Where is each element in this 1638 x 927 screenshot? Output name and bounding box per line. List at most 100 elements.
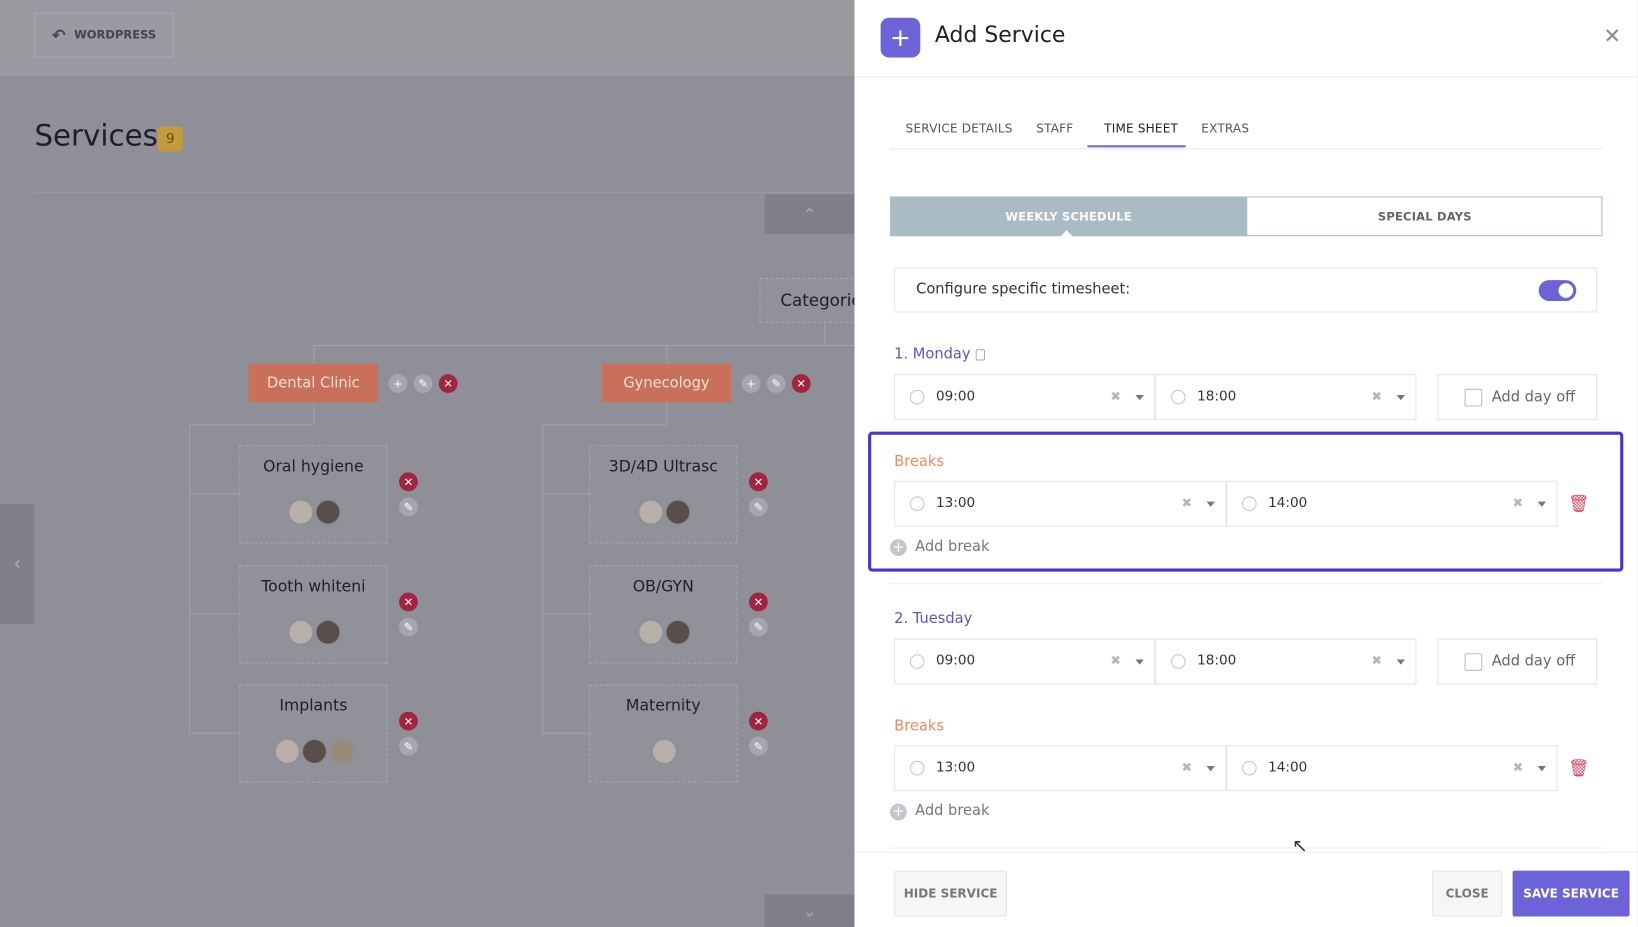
node-action[interactable]: ✎ — [413, 374, 433, 393]
node-action[interactable]: ✕ — [791, 374, 811, 393]
clear-icon[interactable]: ✖ — [1512, 759, 1524, 775]
remove-service[interactable]: ✕ — [399, 472, 418, 492]
tab[interactable]: STAFF — [1036, 121, 1074, 136]
remove-service[interactable]: ✕ — [748, 711, 768, 731]
special-tab[interactable]: SPECIAL DAYS — [1377, 209, 1472, 224]
add-break-icon[interactable]: + — [889, 539, 907, 556]
add-break[interactable]: Add break — [915, 538, 990, 555]
tab-underline — [1087, 145, 1186, 148]
divider — [854, 76, 1638, 78]
delete-break[interactable]: 🗑 — [1567, 493, 1590, 514]
dropdown-caret — [1537, 501, 1547, 507]
time-select[interactable]: 14:00 ✖ — [1226, 480, 1558, 527]
edit-service[interactable]: ✎ — [399, 497, 418, 517]
day-off[interactable]: Add day off — [1437, 374, 1598, 421]
tree-line — [542, 732, 593, 734]
dropdown-caret — [1396, 659, 1405, 665]
node-action[interactable]: ✎ — [766, 374, 786, 393]
time-value: 14:00 — [1268, 759, 1308, 776]
service-card: Maternity — [589, 684, 738, 783]
save-button[interactable]: SAVE SERVICE — [1512, 870, 1630, 917]
time-select[interactable]: 18:00 ✖ — [1155, 638, 1417, 685]
tab[interactable]: SERVICE DETAILS — [905, 121, 1013, 136]
time-select[interactable]: 13:00 ✖ — [894, 480, 1227, 527]
scroll-up[interactable]: ⌃ — [764, 194, 855, 235]
time-select[interactable]: 14:00 ✖ — [1226, 745, 1558, 792]
tree-line — [189, 613, 240, 615]
copy-icon[interactable] — [975, 349, 986, 361]
tree-line — [542, 493, 593, 495]
clear-icon[interactable]: ✖ — [1181, 495, 1192, 511]
clock-icon — [909, 654, 925, 669]
day-off[interactable]: Add day off — [1437, 638, 1598, 685]
avatar — [287, 498, 315, 526]
add-break-icon[interactable]: + — [889, 803, 907, 821]
breaks-label: Breaks — [894, 717, 944, 735]
service-name: Oral hygiene — [263, 456, 364, 476]
avatar — [650, 737, 678, 766]
dropdown-caret — [1206, 501, 1215, 507]
tree-line — [313, 344, 315, 364]
clear-icon[interactable]: ✖ — [1181, 759, 1192, 775]
add-break[interactable]: Add break — [915, 802, 990, 820]
day-label: 1. Monday — [894, 345, 971, 363]
node-action[interactable]: + — [741, 374, 761, 393]
service-card: Tooth whiteni — [239, 565, 388, 664]
remove-service[interactable]: ✕ — [748, 592, 768, 612]
clear-icon[interactable]: ✖ — [1110, 653, 1121, 668]
weekly-tab[interactable]: WEEKLY SCHEDULE — [889, 196, 1248, 237]
tree-line — [313, 344, 855, 346]
service-name: Tooth whiteni — [261, 576, 366, 596]
remove-service[interactable]: ✕ — [399, 592, 418, 612]
time-value: 14:00 — [1268, 495, 1308, 512]
service-name: Maternity — [625, 696, 701, 715]
day-off-label: Add day off — [1491, 653, 1576, 670]
day-label: 2. Tuesday — [894, 610, 973, 628]
time-select[interactable]: 13:00 ✖ — [894, 745, 1227, 792]
tree-line — [542, 424, 544, 733]
remove-service[interactable]: ✕ — [748, 472, 768, 492]
day-off-label: Add day off — [1491, 388, 1576, 406]
remove-service[interactable]: ✕ — [399, 711, 418, 731]
node-action[interactable]: + — [388, 374, 408, 393]
back-button[interactable]: ↶ WORDPRESS — [34, 12, 174, 58]
hide-button[interactable]: HIDE SERVICE — [894, 870, 1007, 917]
side-toggle[interactable]: ‹ — [0, 503, 35, 624]
time-select[interactable]: 09:00 ✖ — [894, 638, 1156, 685]
clear-icon[interactable]: ✖ — [1110, 388, 1121, 404]
time-value: 13:00 — [935, 759, 976, 776]
category-node: Dental Clinic — [248, 363, 379, 403]
root-node: Categorie — [759, 277, 864, 323]
service-card: Oral hygiene — [239, 445, 388, 544]
tab[interactable]: TIME SHEET — [1104, 121, 1179, 136]
divider — [34, 192, 855, 194]
clear-icon[interactable]: ✖ — [1371, 388, 1383, 404]
scroll-down[interactable]: ⌄ — [764, 894, 855, 927]
footer-line — [854, 851, 1638, 853]
close-button[interactable]: CLOSE — [1432, 870, 1503, 917]
tree-line — [666, 344, 668, 364]
service-card: 3D/4D Ultrasc — [589, 445, 738, 544]
clear-icon[interactable]: ✖ — [1371, 653, 1383, 668]
edit-service[interactable]: ✎ — [399, 736, 418, 756]
day-divider — [889, 583, 1603, 585]
breaks-highlight — [868, 431, 1624, 572]
clock-icon — [909, 760, 925, 776]
time-select[interactable]: 09:00 ✖ — [894, 374, 1156, 421]
close-x[interactable]: ✕ — [1603, 22, 1621, 49]
delete-break[interactable]: 🗑 — [1567, 757, 1590, 778]
dropdown-caret — [1396, 395, 1405, 401]
tab[interactable]: EXTRAS — [1201, 121, 1250, 136]
clear-icon[interactable]: ✖ — [1512, 495, 1524, 511]
avatar — [287, 618, 315, 646]
edit-service[interactable]: ✎ — [399, 617, 418, 637]
toggle[interactable] — [1538, 280, 1577, 301]
edit-service[interactable]: ✎ — [748, 617, 768, 637]
node-action[interactable]: ✕ — [438, 374, 458, 393]
time-select[interactable]: 18:00 ✖ — [1155, 374, 1417, 421]
cursor: ↖ — [1292, 835, 1308, 857]
tree-line — [666, 402, 668, 425]
edit-service[interactable]: ✎ — [748, 736, 768, 756]
edit-service[interactable]: ✎ — [748, 497, 768, 517]
